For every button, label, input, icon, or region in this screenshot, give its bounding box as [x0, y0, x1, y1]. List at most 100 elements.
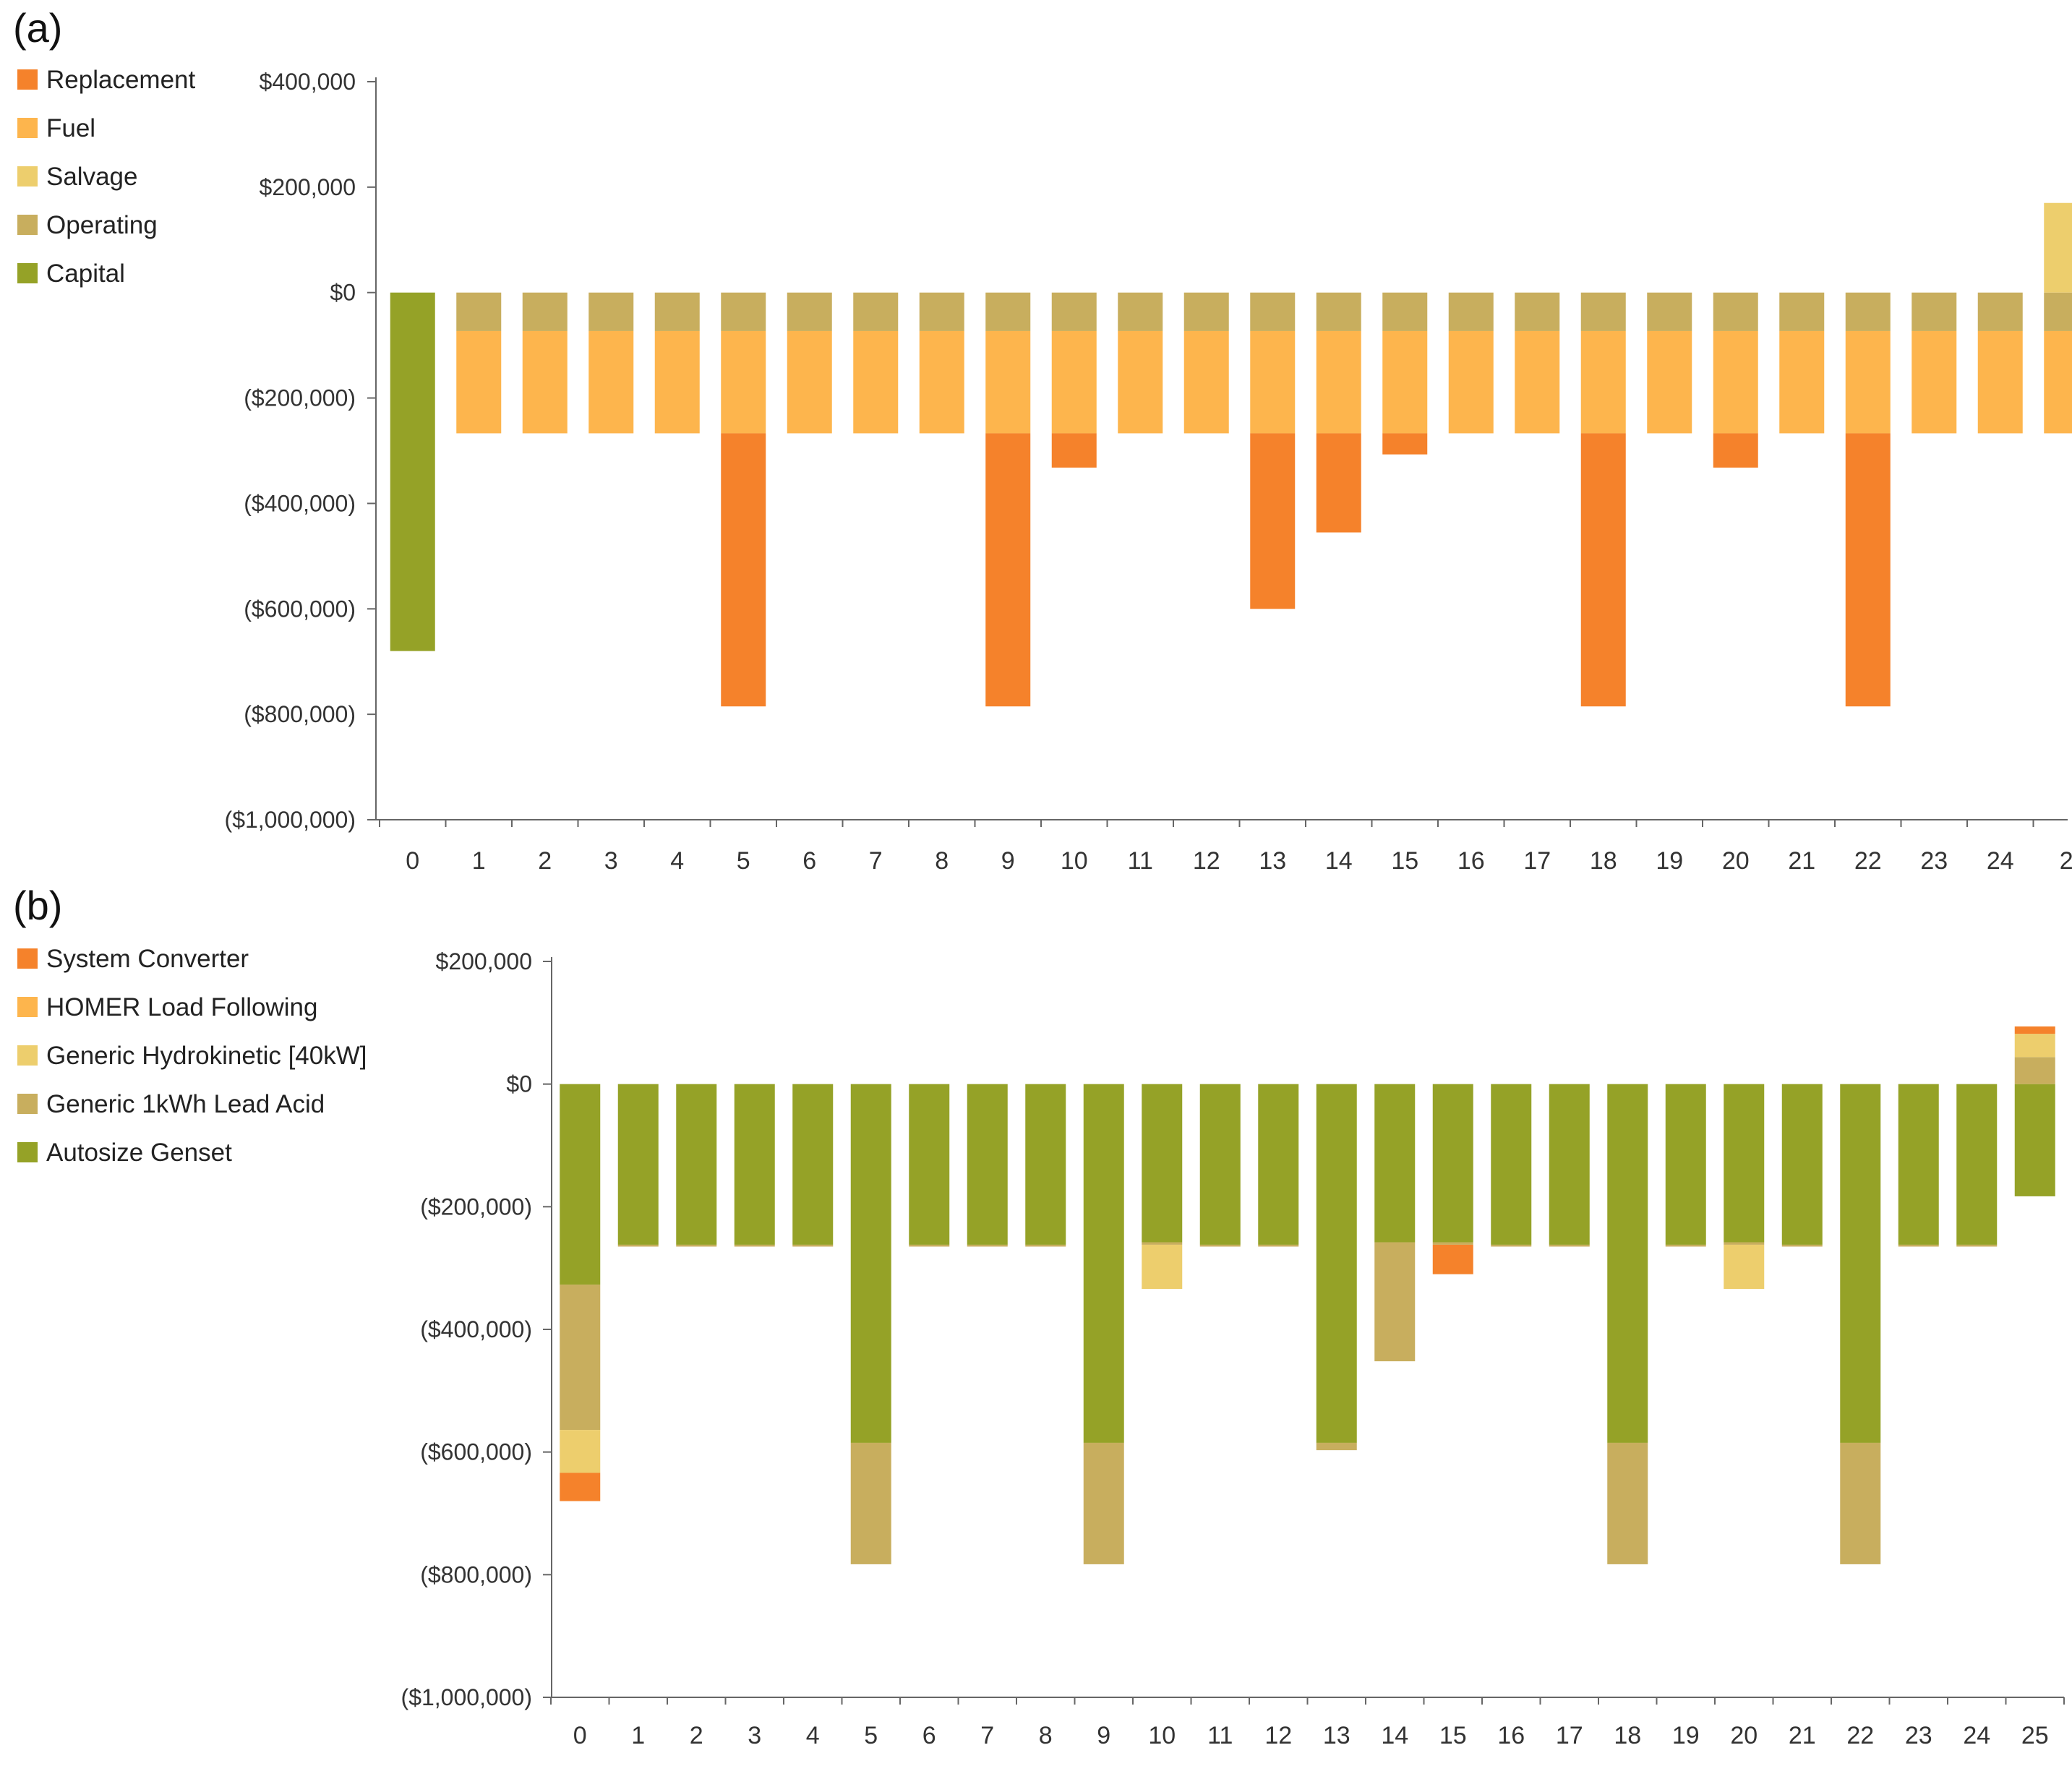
x-tick-label: 10: [1148, 1722, 1176, 1749]
x-tick-label: 17: [1556, 1722, 1583, 1749]
x-tick-label: 15: [1391, 847, 1418, 875]
bar-segment: [1142, 1084, 1183, 1243]
bar-segment: [967, 1084, 1008, 1245]
x-tick-label: 6: [802, 847, 816, 875]
bar-segment: [1912, 330, 1957, 434]
x-tick-label: 8: [1039, 1722, 1053, 1749]
bar-segment: [1051, 292, 1097, 331]
bar-segment: [1580, 292, 1626, 331]
legend-swatch: [17, 1094, 38, 1114]
bar-segment: [2044, 202, 2072, 293]
bar-segment: [721, 433, 766, 707]
y-tick-label: $200,000: [436, 948, 532, 974]
legend-swatch: [17, 997, 38, 1017]
chart-panel-b: (b) System Converter HOMER Load Following G…: [13, 883, 2065, 1749]
legend-label: System Converter: [46, 945, 249, 973]
bar-segment: [1724, 1244, 1765, 1290]
bar-segment: [1374, 1084, 1416, 1243]
bar-segment: [676, 1244, 717, 1247]
bar-segment: [1316, 292, 1361, 331]
bar-segment: [1258, 1244, 1299, 1247]
chart-panel-a: (a) Replacement Fuel Salvage Operating Capita…: [13, 5, 2072, 875]
x-tick-label: 0: [573, 1722, 587, 1749]
bar-segment: [1713, 433, 1758, 468]
bar-segment: [734, 1084, 775, 1245]
x-tick-label: 5: [737, 847, 750, 875]
bar-segment: [967, 1244, 1008, 1247]
bar-segment: [1142, 1244, 1183, 1290]
y-tick-label: $0: [330, 280, 356, 306]
legend-swatch: [17, 69, 38, 90]
bar-segment: [850, 1084, 891, 1443]
bar-segment: [1515, 292, 1560, 331]
bar-segment: [1491, 1084, 1532, 1245]
legend-swatch: [17, 1045, 38, 1066]
x-tick-label: 2: [690, 1722, 703, 1749]
bar-segment: [560, 1473, 601, 1501]
bar-segment: [456, 330, 502, 434]
x-tick-label: 11: [1128, 847, 1153, 875]
y-tick-label: ($1,000,000): [225, 807, 356, 833]
bar-segment: [1898, 1244, 1939, 1247]
bar-segment: [909, 1244, 950, 1247]
bar-segment: [1549, 1084, 1590, 1245]
x-tick-label: 1: [472, 847, 486, 875]
x-tick-label: 5: [864, 1722, 878, 1749]
bar-segment: [1258, 1084, 1299, 1245]
bar-segment: [1491, 1244, 1532, 1247]
bar-segment: [1845, 433, 1891, 707]
x-tick-label: 14: [1381, 1722, 1408, 1749]
bar-segment: [1118, 330, 1163, 434]
x-tick-label: 22: [1854, 847, 1882, 875]
bar-segment: [1607, 1442, 1648, 1564]
bar-segment: [1051, 330, 1097, 434]
bar-segment: [1840, 1442, 1881, 1564]
bar-segment: [2014, 1026, 2055, 1034]
x-tick-label: 20: [1730, 1722, 1758, 1749]
legend-swatch: [17, 215, 38, 235]
y-tick-label: ($400,000): [420, 1316, 532, 1342]
bar-segment: [1845, 330, 1891, 434]
bar-segment: [1845, 292, 1891, 331]
x-tick-label: 20: [1722, 847, 1750, 875]
bar-segment: [1382, 330, 1428, 434]
bar-segment: [1250, 292, 1296, 331]
bar-segment: [1316, 433, 1361, 533]
x-tick-label: 1: [631, 1722, 645, 1749]
bar-segment: [1580, 330, 1626, 434]
bar-segment: [390, 292, 435, 651]
x-tick-label: 6: [922, 1722, 936, 1749]
x-tick-label: 24: [1987, 847, 2014, 875]
legend-label: Fuel: [46, 114, 95, 142]
bar-segment: [676, 1084, 717, 1245]
bar-segment: [1647, 292, 1692, 331]
y-tick-label: $400,000: [260, 69, 356, 95]
bar-segment: [1724, 1242, 1765, 1245]
bar-segment: [1448, 292, 1494, 331]
bar-segment: [1779, 330, 1825, 434]
bar-segment: [1781, 1244, 1823, 1247]
bar-segment: [2014, 1034, 2055, 1058]
bar-segment: [1724, 1084, 1765, 1243]
bar-segment: [1515, 330, 1560, 434]
bar-segment: [792, 1244, 834, 1247]
x-tick-label: 25: [2021, 1722, 2049, 1749]
x-tick-label: 16: [1497, 1722, 1525, 1749]
x-tick-label: 18: [1614, 1722, 1641, 1749]
bar-segment: [1374, 1242, 1416, 1362]
x-tick-label: 3: [604, 847, 618, 875]
legend-label: Capital: [46, 260, 125, 288]
x-tick-label: 8: [935, 847, 949, 875]
legend-label: Generic 1kWh Lead Acid: [46, 1090, 325, 1118]
bar-segment: [792, 1084, 834, 1245]
y-tick-label: $200,000: [260, 174, 356, 200]
x-tick-label: 23: [1905, 1722, 1932, 1749]
x-tick-label: 12: [1193, 847, 1220, 875]
x-tick-label: 9: [1097, 1722, 1110, 1749]
x-tick-label: 23: [1920, 847, 1948, 875]
bar-segment: [1316, 330, 1361, 434]
legend-label: Autosize Genset: [46, 1139, 232, 1167]
x-tick-label: 13: [1259, 847, 1286, 875]
bar-segment: [1382, 433, 1428, 455]
x-tick-label: 9: [1001, 847, 1015, 875]
